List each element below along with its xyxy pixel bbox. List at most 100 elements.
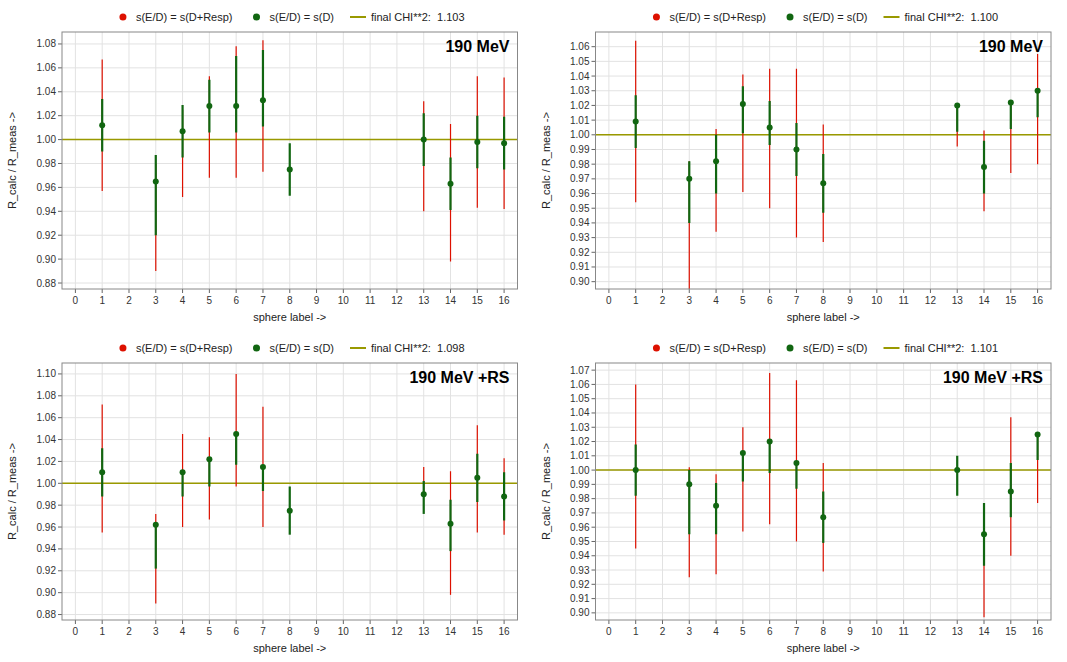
tick-mark (592, 512, 596, 513)
y-axis-label: R_calc / R_meas -> (6, 112, 18, 209)
error-bar (635, 384, 636, 548)
grid-line (102, 363, 103, 620)
plot-frame (62, 32, 518, 289)
legend-label: s(E/D) = s(D+Resp) (669, 11, 766, 23)
tick-label: 0.92 (570, 579, 590, 590)
legend-item: s(E/D) = s(D+Resp) (119, 342, 232, 354)
tick-label: 1.05 (570, 56, 590, 67)
tick-mark (423, 620, 424, 624)
tick-mark (592, 90, 596, 91)
error-bar (957, 105, 958, 146)
tick-mark (608, 289, 609, 293)
tick-label: 1 (99, 626, 105, 637)
tick-label: 1.00 (37, 478, 57, 489)
legend-handle (884, 347, 900, 349)
x-axis-label: sphere label -> (253, 642, 326, 654)
error-bar (956, 456, 958, 496)
tick-label: 1.04 (37, 86, 57, 97)
point (501, 493, 507, 499)
grid (62, 32, 518, 289)
tick-mark (58, 505, 62, 506)
grid-line (930, 363, 931, 620)
error-bar (209, 437, 210, 519)
legend-handle (787, 345, 794, 352)
tick-mark (423, 289, 424, 293)
legend-item: s(E/D) = s(D) (253, 342, 334, 354)
grid-line (62, 483, 518, 484)
tick-label: 1.08 (37, 390, 57, 401)
tick-mark (58, 91, 62, 92)
grid-line (128, 32, 129, 289)
grid-line (957, 363, 958, 620)
grid-line (450, 363, 451, 620)
legend: s(E/D) = s(D+Resp)s(E/D) = s(D)final CHI… (653, 11, 998, 23)
grid-line (796, 363, 797, 620)
tick-label: 1.04 (570, 407, 590, 418)
grid-line (343, 32, 344, 289)
grid-line (62, 139, 518, 140)
grid-line (504, 363, 505, 620)
plot-marks (596, 41, 1052, 289)
tick-label: 11 (365, 626, 376, 637)
grid-line (477, 363, 478, 620)
tick-mark (58, 67, 62, 68)
tick-mark (592, 555, 596, 556)
legend-handle (119, 14, 126, 21)
legend-handle (119, 345, 126, 352)
error-bar (450, 471, 451, 595)
point (981, 531, 987, 537)
grid-line (1037, 363, 1038, 620)
tick-mark (592, 455, 596, 456)
grid-line (635, 363, 636, 620)
tick-label: 15 (472, 295, 484, 306)
tick-label: 11 (365, 295, 376, 306)
tick-label: 0.93 (570, 232, 590, 243)
grid-line (823, 32, 824, 289)
tick-mark (262, 620, 263, 624)
tick-label: 13 (952, 295, 964, 306)
error-bar (1010, 102, 1011, 172)
tick-label: 4 (180, 626, 186, 637)
tick-label: 12 (925, 295, 937, 306)
grid-line (850, 32, 851, 289)
legend-label: s(E/D) = s(D+Resp) (136, 11, 233, 23)
y-axis-label: R_calc / R_meas -> (540, 443, 552, 540)
tick-label: 0.94 (37, 543, 57, 554)
tick-label: 0 (73, 295, 79, 306)
error-bar (182, 434, 183, 527)
tick-mark (58, 283, 62, 284)
error-bar (769, 69, 770, 209)
grid-line (236, 32, 237, 289)
legend-handle (350, 347, 366, 349)
tick-label: 0.99 (570, 479, 590, 490)
tick-label: 0.92 (37, 230, 57, 241)
reference-line (62, 483, 518, 485)
tick-label: 6 (767, 626, 773, 637)
error-bar (983, 130, 984, 211)
chart-root: 0.880.900.920.940.960.981.001.021.041.06… (0, 0, 1067, 662)
error-bar (742, 75, 743, 192)
tick-label: 3 (686, 626, 692, 637)
tick-label: 0.98 (570, 159, 590, 170)
tick-mark (742, 289, 743, 293)
tick-label: 14 (445, 626, 457, 637)
tick-mark (316, 289, 317, 293)
point (633, 119, 639, 125)
tick-mark (903, 620, 904, 624)
tick-label: 1.00 (37, 134, 57, 145)
legend-item: s(E/D) = s(D) (787, 342, 868, 354)
error-bar (235, 56, 237, 133)
tick-label: 0 (606, 626, 612, 637)
tick-mark (58, 259, 62, 260)
point (1035, 431, 1041, 437)
tick-label: 1.00 (570, 465, 590, 476)
grid-line (75, 32, 76, 289)
error-bar (742, 86, 744, 133)
tick-label: 0.90 (570, 276, 590, 287)
grid-line (662, 32, 663, 289)
tick-mark (209, 289, 210, 293)
grid-line (608, 363, 609, 620)
grid-line (876, 363, 877, 620)
tick-mark (343, 620, 344, 624)
grid-line (370, 363, 371, 620)
